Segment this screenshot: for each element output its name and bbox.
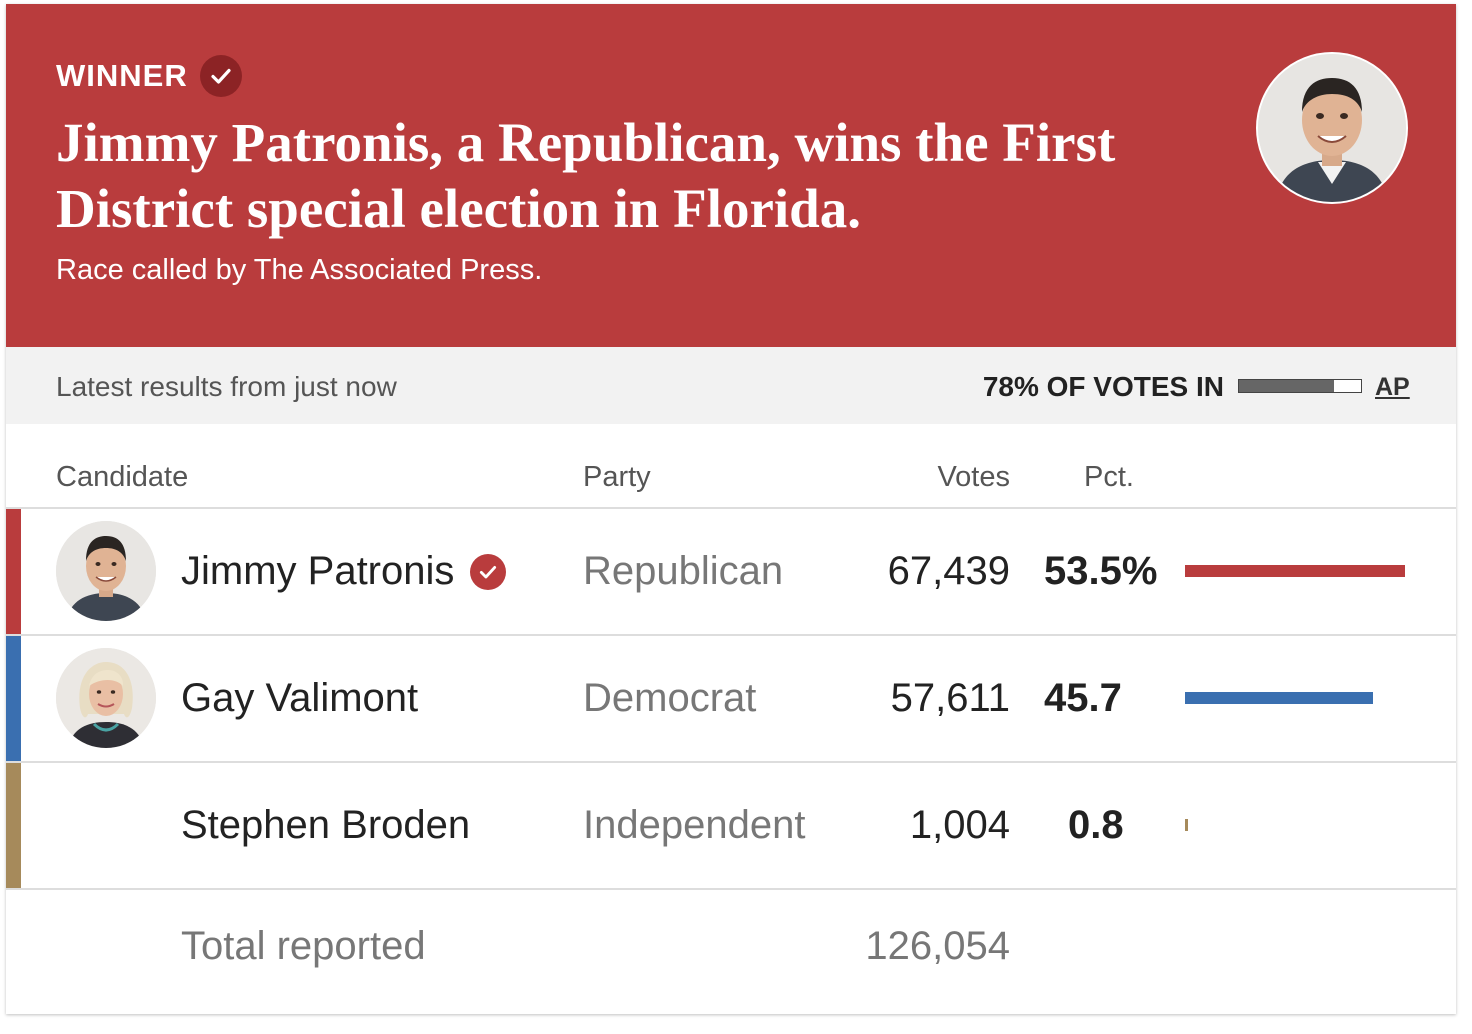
candidate-votes: 1,004: [909, 803, 1010, 847]
candidate-name: Gay Valimont: [181, 676, 419, 720]
candidate-name-cell: Jimmy Patronis: [181, 509, 507, 634]
votes-in-label: 78% OF VOTES IN: [982, 371, 1224, 402]
race-called-note: Race called by The Associated Press.: [56, 254, 543, 286]
candidate-name: Jimmy Patronis: [181, 549, 455, 593]
vote-share-bar: [1185, 565, 1405, 577]
election-results-card: WINNER Jimmy Patronis, a Republican, win…: [6, 4, 1456, 1014]
candidate-name-cell: Stephen Broden: [181, 763, 470, 888]
column-header-party: Party: [583, 461, 651, 493]
candidate-avatar: [56, 648, 156, 748]
winner-banner: WINNER Jimmy Patronis, a Republican, win…: [6, 4, 1456, 347]
party-color-stripe: [6, 509, 21, 634]
candidate-name: Stephen Broden: [181, 803, 471, 847]
latest-update-text: Latest results from just now: [56, 371, 397, 402]
headline: Jimmy Patronis, a Republican, wins the F…: [56, 112, 1116, 239]
table-row-valimont: Gay Valimont Democrat 57,611 45.7: [6, 636, 1456, 763]
votes-in-progress-fill: [1239, 380, 1335, 392]
table-row-broden: Stephen Broden Independent 1,004 0.8: [6, 763, 1456, 890]
votes-in-progress-bar: [1238, 379, 1362, 393]
header-divider: [6, 507, 1456, 509]
candidate-party: Independent: [583, 803, 806, 847]
candidate-votes: 67,439: [887, 549, 1010, 593]
candidate-pct: 0.8: [1068, 803, 1124, 847]
check-circle-icon: [199, 55, 242, 97]
ap-source-link[interactable]: AP: [1375, 373, 1410, 401]
candidate-party: Republican: [583, 549, 784, 593]
candidate-avatar: [56, 521, 156, 621]
total-reported-label: Total reported: [181, 924, 426, 968]
check-circle-icon: [470, 553, 507, 590]
vote-share-bar: [1185, 819, 1188, 831]
party-color-stripe: [6, 763, 21, 888]
party-color-stripe: [6, 636, 21, 761]
column-header-votes: Votes: [937, 461, 1010, 493]
winner-label: WINNER: [56, 58, 188, 93]
candidate-party: Democrat: [583, 676, 757, 720]
table-row-patronis: Jimmy Patronis Republican 67,439 53.5%: [6, 509, 1456, 636]
candidate-pct: 53.5%: [1044, 549, 1158, 593]
column-header-candidate: Candidate: [56, 461, 189, 493]
total-reported-votes: 126,054: [865, 924, 1010, 968]
winner-label-row: WINNER: [56, 55, 242, 97]
candidate-votes: 57,611: [890, 676, 1010, 720]
column-header-pct: Pct.: [1084, 461, 1134, 493]
winner-photo-avatar: [1256, 52, 1408, 204]
vote-share-bar: [1185, 692, 1373, 704]
results-status-bar: Latest results from just now 78% OF VOTE…: [6, 347, 1456, 424]
candidate-name-cell: Gay Valimont: [181, 636, 418, 761]
candidate-pct: 45.7: [1044, 676, 1122, 720]
